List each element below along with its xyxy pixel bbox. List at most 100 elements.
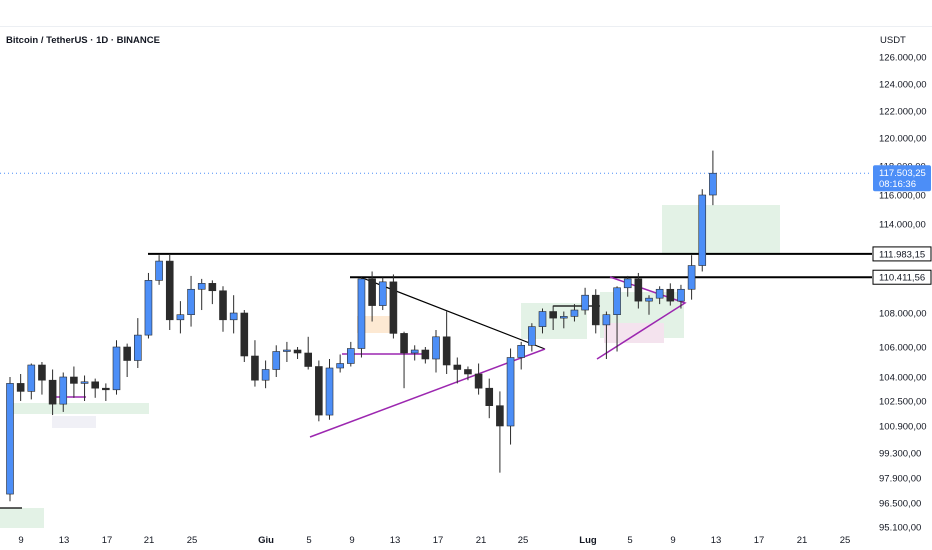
zone-rect	[0, 508, 44, 528]
candle[interactable]	[602, 314, 611, 326]
candle[interactable]	[251, 355, 259, 381]
candle[interactable]	[613, 287, 621, 315]
candle[interactable]	[581, 294, 589, 311]
candle[interactable]	[432, 336, 440, 360]
candle[interactable]	[70, 376, 78, 384]
candle[interactable]	[229, 312, 238, 321]
candle[interactable]	[197, 283, 206, 290]
candle[interactable]	[240, 312, 249, 357]
candle[interactable]	[666, 288, 675, 302]
candle[interactable]	[357, 278, 366, 349]
candle[interactable]	[91, 381, 99, 389]
y-tick-label: 122.000,00	[879, 107, 927, 118]
candle[interactable]	[474, 373, 483, 389]
candle[interactable]	[112, 346, 121, 391]
candle[interactable]	[410, 349, 419, 354]
countdown-label: 08:16:36	[879, 179, 916, 190]
candle[interactable]	[421, 349, 430, 360]
candle[interactable]	[687, 265, 696, 290]
candle[interactable]	[38, 364, 46, 381]
chart-title: Bitcoin / TetherUS · 1D · BINANCE	[6, 35, 160, 46]
candle[interactable]	[538, 311, 547, 327]
zone-rect	[604, 323, 664, 343]
candle[interactable]	[549, 311, 557, 319]
zone-rect	[13, 403, 149, 414]
candle[interactable]	[134, 334, 142, 361]
y-tick-label: 104.000,00	[879, 373, 927, 384]
x-tick-label: 25	[840, 535, 851, 546]
x-tick-label: 21	[797, 535, 808, 546]
candle[interactable]	[464, 369, 472, 375]
candle[interactable]	[591, 294, 600, 326]
x-tick-label: 17	[102, 535, 113, 546]
candle[interactable]	[570, 309, 579, 317]
x-tick-label: 9	[670, 535, 675, 546]
candle[interactable]	[709, 172, 717, 196]
candle[interactable]	[165, 260, 174, 321]
candle[interactable]	[27, 364, 36, 392]
candle[interactable]	[176, 314, 185, 321]
candle[interactable]	[442, 336, 451, 366]
y-tick-label: 120.000,00	[879, 134, 927, 145]
zone-rect	[662, 205, 780, 255]
x-tick-label: 13	[59, 535, 70, 546]
current-price-label: 117.503,25	[879, 168, 926, 179]
x-tick-label: Lug	[579, 535, 597, 546]
candle[interactable]	[155, 260, 163, 281]
resistance-tag-label: 110.411,56	[879, 273, 925, 284]
candle[interactable]	[378, 281, 387, 306]
x-tick-label: 5	[627, 535, 632, 546]
candle[interactable]	[677, 288, 685, 302]
candle[interactable]	[517, 344, 526, 358]
candle[interactable]	[59, 376, 68, 405]
candle[interactable]	[144, 280, 153, 336]
candle[interactable]	[645, 297, 653, 302]
candle[interactable]	[80, 381, 89, 384]
descending-trendline[interactable]	[359, 276, 546, 350]
candle[interactable]	[16, 383, 25, 392]
candle[interactable]	[485, 387, 494, 406]
candle[interactable]	[325, 367, 334, 416]
candle[interactable]	[346, 348, 355, 364]
candle[interactable]	[102, 387, 110, 391]
current-price-tag	[873, 165, 931, 192]
candle[interactable]	[315, 366, 323, 416]
candle[interactable]	[698, 194, 707, 266]
x-tick-label: 21	[476, 535, 487, 546]
candle[interactable]	[623, 278, 632, 289]
candle[interactable]	[48, 379, 57, 405]
candle[interactable]	[304, 352, 313, 367]
y-tick-label: 102.500,00	[879, 397, 927, 408]
candle[interactable]	[496, 405, 504, 427]
resistance-tag-label: 111.983,15	[879, 249, 925, 260]
candle[interactable]	[453, 364, 462, 370]
candle[interactable]	[208, 283, 217, 292]
candle[interactable]	[272, 351, 281, 370]
candle[interactable]	[219, 290, 227, 321]
x-tick-label: 17	[754, 535, 765, 546]
x-tick-label: Giu	[258, 535, 274, 546]
candle[interactable]	[506, 357, 515, 427]
candle[interactable]	[261, 369, 270, 381]
candle[interactable]	[6, 383, 14, 495]
y-tick-label: 99.300,00	[879, 449, 921, 460]
candle[interactable]	[293, 349, 302, 354]
y-tick-label: 106.000,00	[879, 343, 927, 354]
candle[interactable]	[634, 278, 643, 302]
zone-rect	[52, 416, 96, 428]
y-tick-label: 124.000,00	[879, 80, 927, 91]
candle[interactable]	[187, 288, 195, 315]
candle[interactable]	[283, 349, 291, 352]
candle[interactable]	[123, 346, 131, 361]
x-tick-label: 9	[18, 535, 23, 546]
candle[interactable]	[336, 363, 344, 369]
ascending-trendline[interactable]	[309, 348, 546, 438]
candle[interactable]	[655, 288, 664, 299]
candle[interactable]	[389, 281, 398, 334]
candle[interactable]	[368, 278, 376, 306]
y-tick-label: 114.000,00	[879, 220, 926, 231]
candle[interactable]	[528, 326, 536, 346]
candle[interactable]	[559, 316, 568, 319]
candle[interactable]	[400, 333, 408, 354]
